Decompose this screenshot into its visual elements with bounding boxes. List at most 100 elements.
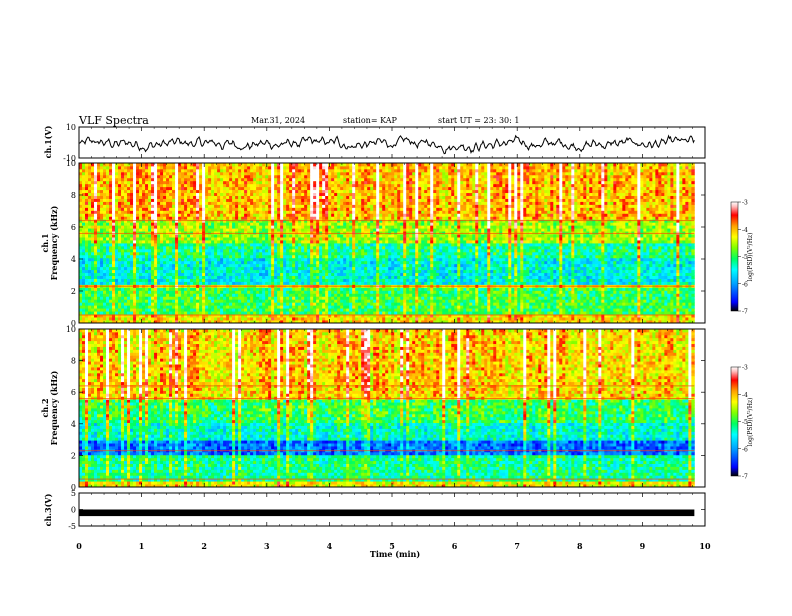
spectrogram-cell	[592, 317, 595, 320]
spectrogram-cell	[523, 267, 526, 270]
spectrogram-cell	[652, 299, 655, 302]
spectrogram-cell	[403, 267, 406, 270]
spectrogram-cell	[493, 290, 496, 293]
spectrogram-cell	[118, 287, 121, 290]
spectrogram-cell	[406, 317, 409, 320]
spectrogram-cell	[499, 282, 502, 285]
spectrogram-cell	[559, 273, 562, 276]
spectrogram-cell	[652, 279, 655, 282]
spectrogram-cell	[217, 267, 220, 270]
spectrogram-cell	[313, 293, 316, 296]
spectrogram-cell	[451, 273, 454, 276]
spectrogram-cell	[133, 305, 136, 308]
spectrogram-cell	[451, 261, 454, 264]
spectrogram-cell	[355, 308, 358, 311]
spectrogram-cell	[187, 293, 190, 296]
spectrogram-cell	[265, 264, 268, 267]
spectrogram-cell	[133, 264, 136, 267]
spectrogram-cell	[682, 287, 685, 290]
spectrogram-cell	[217, 249, 220, 252]
spectrogram-cell	[457, 308, 460, 311]
spectrogram-cell	[292, 279, 295, 282]
spectrogram-cell	[325, 276, 328, 279]
spectrogram-cell	[100, 311, 103, 314]
spectrogram-cell	[205, 255, 208, 258]
spectrogram-cell	[331, 267, 334, 270]
spectrogram-cell	[181, 282, 184, 285]
spectrogram-cell	[253, 279, 256, 282]
spectrogram-cell	[418, 261, 421, 264]
spectrogram-cell	[208, 305, 211, 308]
spectrogram-cell	[391, 302, 394, 305]
spectrogram-cell	[328, 258, 331, 261]
spectrogram-cell	[316, 296, 319, 299]
spectrogram-cell	[196, 261, 199, 264]
spectrogram-cell	[385, 317, 388, 320]
spectrogram-cell	[679, 296, 682, 299]
spectrogram-cell	[454, 302, 457, 305]
spectrogram-cell	[400, 273, 403, 276]
spectrogram-cell	[313, 305, 316, 308]
spectrogram-cell	[685, 290, 688, 293]
spectrogram-cell	[301, 279, 304, 282]
spectrogram-cell	[589, 270, 592, 273]
spectrogram-cell	[151, 279, 154, 282]
spectrogram-cell	[298, 252, 301, 255]
spectrogram-cell	[607, 258, 610, 261]
spectrogram-cell	[475, 264, 478, 267]
spectrogram-cell	[529, 296, 532, 299]
spectrogram-cell	[130, 293, 133, 296]
spectrogram-cell	[295, 264, 298, 267]
spectrogram-cell	[574, 293, 577, 296]
spectrogram-cell	[640, 282, 643, 285]
spectrogram-cell	[415, 296, 418, 299]
spectrogram-cell	[121, 276, 124, 279]
spectrogram-cell	[538, 296, 541, 299]
spectrogram-cell	[79, 311, 82, 314]
spectrogram-cell	[124, 267, 127, 270]
spectrogram-cell	[481, 282, 484, 285]
spectrogram-cell	[229, 282, 232, 285]
spectrogram-cell	[625, 267, 628, 270]
spectrogram-cell	[532, 279, 535, 282]
spectrogram-cell	[637, 258, 640, 261]
spectrogram-cell	[550, 290, 553, 293]
spectrogram-cell	[631, 282, 634, 285]
spectrogram-cell	[142, 270, 145, 273]
spectrogram-cell	[559, 252, 562, 255]
spectrogram-cell	[325, 302, 328, 305]
spectrogram-cell	[268, 311, 271, 314]
spectrogram-cell	[385, 273, 388, 276]
spectrogram-cell	[226, 267, 229, 270]
spectrogram-cell	[373, 273, 376, 276]
spectrogram-cell	[451, 276, 454, 279]
spectrogram-cell	[535, 302, 538, 305]
spectrogram-cell	[178, 258, 181, 261]
spectrogram-cell	[460, 267, 463, 270]
spectrogram-cell	[88, 305, 91, 308]
spectrogram-cell	[589, 258, 592, 261]
spectrogram-cell	[652, 282, 655, 285]
spectrogram-cell	[610, 305, 613, 308]
spectrogram-cell	[244, 273, 247, 276]
spectrogram-cell	[295, 279, 298, 282]
spectrogram-cell	[511, 296, 514, 299]
spectrogram-cell	[469, 282, 472, 285]
spectrogram-cell	[142, 308, 145, 311]
spectrogram-cell	[313, 276, 316, 279]
spectrogram-cell	[514, 299, 517, 302]
spectrogram-cell	[343, 267, 346, 270]
spectrogram-cell	[136, 270, 139, 273]
spectrogram-cell	[598, 299, 601, 302]
spectrogram-cell	[400, 282, 403, 285]
spectrogram-cell	[82, 299, 85, 302]
spectrogram-cell	[157, 287, 160, 290]
spectrogram-cell	[244, 249, 247, 252]
spectrogram-cell	[295, 302, 298, 305]
spectrogram-cell	[268, 282, 271, 285]
spectrogram-cell	[271, 252, 274, 255]
spectrogram-cell	[469, 299, 472, 302]
spectrogram-cell	[562, 282, 565, 285]
spectrogram-cell	[403, 302, 406, 305]
spectrogram-cell	[430, 255, 433, 258]
